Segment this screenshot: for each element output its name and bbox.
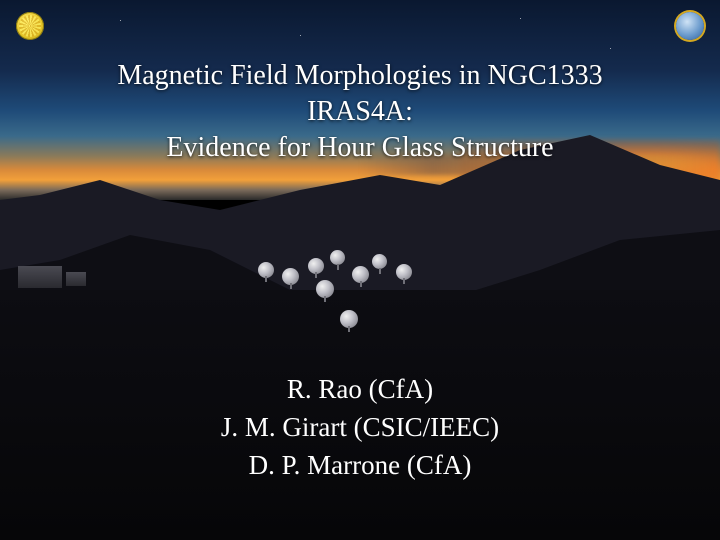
slide-title-line-2: IRAS4A: <box>0 94 720 130</box>
antenna-dish <box>372 254 387 269</box>
observatory-building <box>66 272 86 286</box>
antenna-dish <box>258 262 274 278</box>
institution-logo-right-icon <box>676 12 704 40</box>
antenna-dish <box>352 266 369 283</box>
antenna-dish <box>330 250 345 265</box>
antenna-dish <box>396 264 412 280</box>
antenna-dish <box>282 268 299 285</box>
slide-title-line-1: Magnetic Field Morphologies in NGC1333 <box>0 58 720 94</box>
slide-title-line-3: Evidence for Hour Glass Structure <box>0 130 720 166</box>
author-2: J. M. Girart (CSIC/IEEC) <box>0 408 720 447</box>
observatory-building <box>18 266 62 288</box>
author-1: R. Rao (CfA) <box>0 370 720 409</box>
author-3: D. P. Marrone (CfA) <box>0 446 720 485</box>
antenna-dish <box>340 310 358 328</box>
antenna-dish <box>316 280 334 298</box>
antenna-dish <box>308 258 324 274</box>
institution-logo-left-icon <box>16 12 44 40</box>
